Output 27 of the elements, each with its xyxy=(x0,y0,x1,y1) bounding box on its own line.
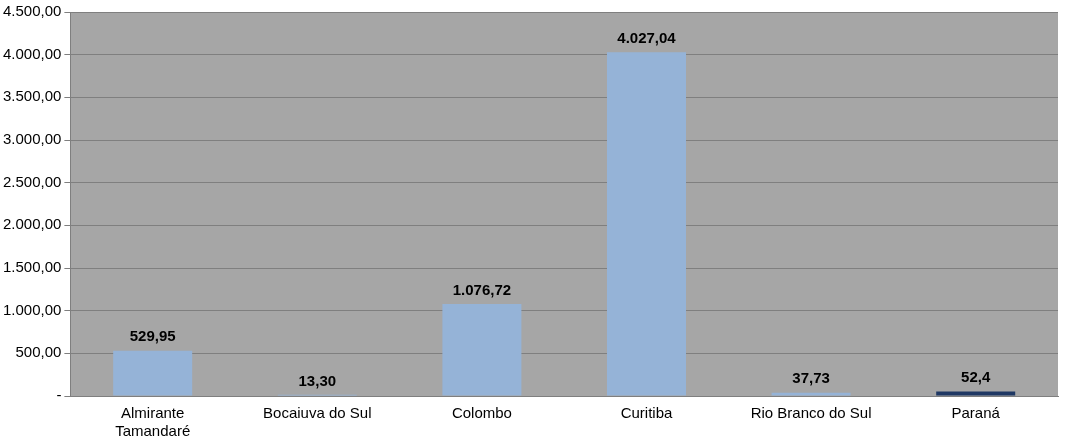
data-label: 529,95 xyxy=(129,327,176,345)
y-tick-label: 500,00 xyxy=(15,343,62,361)
bar xyxy=(606,52,686,396)
y-tick-label: 4.000,00 xyxy=(3,44,62,62)
bar xyxy=(771,392,851,396)
bar xyxy=(936,391,1016,396)
y-tick-label: - xyxy=(56,386,62,404)
y-tick-label: 3.500,00 xyxy=(3,87,62,105)
data-label: 1.076,72 xyxy=(452,280,512,298)
data-label: 52,4 xyxy=(961,368,991,386)
y-tick-label: 1.000,00 xyxy=(3,300,62,318)
y-tick-label: 4.500,00 xyxy=(3,2,62,20)
y-tick-label: 2.500,00 xyxy=(3,172,62,190)
x-tick-label: Colombo xyxy=(451,404,512,422)
data-label: 13,30 xyxy=(298,371,337,389)
x-tick-label: Rio Branco do Sul xyxy=(750,404,872,422)
y-tick-label: 2.000,00 xyxy=(3,215,62,233)
y-tick-label: 1.500,00 xyxy=(3,258,62,276)
bar xyxy=(442,304,522,396)
x-tick-label: Curitiba xyxy=(620,404,673,422)
y-tick-label: 3.000,00 xyxy=(3,130,62,148)
x-tick-label: Bocaiuva do Sul xyxy=(263,404,372,422)
bar xyxy=(113,350,193,396)
x-tick-label: Almirante Tamandaré xyxy=(115,404,191,440)
x-tick-label: Paraná xyxy=(951,404,1001,422)
data-label: 37,73 xyxy=(792,369,830,387)
data-label: 4.027,04 xyxy=(617,29,677,46)
